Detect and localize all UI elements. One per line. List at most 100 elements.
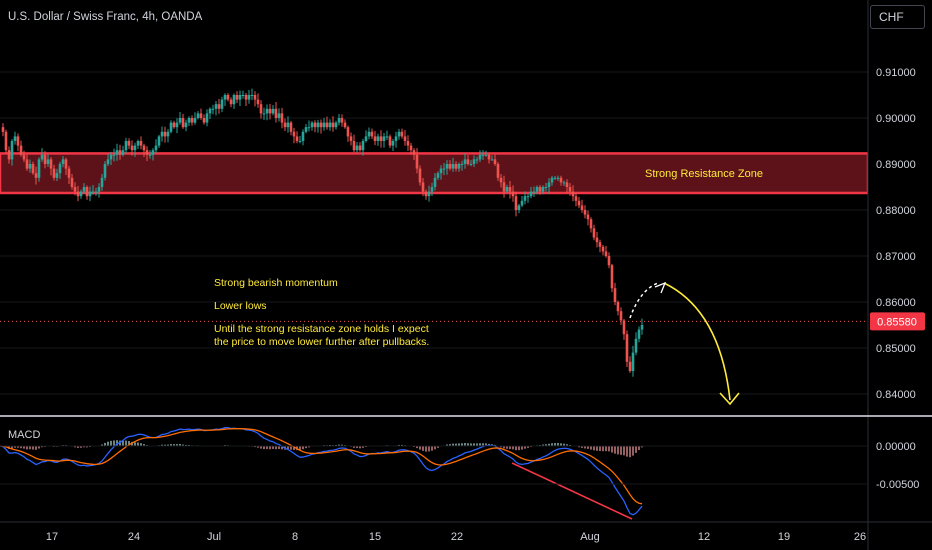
time-tick-label: 24 <box>128 531 140 543</box>
time-tick-label: Jul <box>207 531 221 543</box>
candle-body <box>394 136 398 141</box>
candle-body <box>328 122 332 128</box>
price-tick-label: 0.88000 <box>876 205 916 217</box>
candle-body <box>634 338 638 353</box>
candle-body <box>451 164 455 169</box>
candle-body <box>457 164 461 169</box>
candle-body <box>88 191 92 197</box>
candle-body <box>463 159 467 164</box>
candle-body <box>1 127 5 132</box>
candle-body <box>376 136 380 141</box>
projected-pullback-arrowhead <box>654 281 667 294</box>
time-axis-corner <box>869 524 929 548</box>
macd-title[interactable]: MACD <box>8 429 40 441</box>
candle-body <box>97 187 101 192</box>
price-axis[interactable] <box>868 0 932 415</box>
candle-body <box>421 182 425 192</box>
candle-body <box>40 154 44 160</box>
candle-body <box>619 311 623 321</box>
candle-body <box>589 219 593 229</box>
candle-body <box>373 136 377 141</box>
candle-body <box>70 177 74 187</box>
candle-body <box>460 164 464 165</box>
candle-body <box>580 205 584 210</box>
candle-body <box>253 95 257 100</box>
candle-body <box>508 187 512 192</box>
candle-body <box>160 131 164 137</box>
projected-pullback-arrow <box>629 282 659 319</box>
candle-body <box>346 127 350 137</box>
candle-body <box>136 141 140 146</box>
last-price-badge <box>870 312 925 331</box>
candle-body <box>478 154 482 160</box>
candle-body <box>352 141 356 151</box>
time-axis[interactable]: 17 24 Jul 8 15 22 Aug 12 19 26 <box>46 524 929 548</box>
annotation-expectation-2: the price to move lower further after pu… <box>214 336 429 348</box>
candle-body <box>331 122 335 128</box>
symbol-title[interactable]: U.S. Dollar / Swiss Franc, 4h, OANDA <box>8 11 203 23</box>
candle-body <box>568 187 572 192</box>
candle-body <box>151 150 155 155</box>
candle-body <box>505 187 509 192</box>
candle-body <box>25 159 29 169</box>
candle-body <box>181 118 185 128</box>
candle-body <box>109 154 113 160</box>
candle-body <box>205 113 209 123</box>
price-ticks: 0.91000 0.90000 0.89000 0.88000 0.87000 0.860… <box>876 67 916 401</box>
candle-body <box>616 302 620 312</box>
candles <box>1 88 644 377</box>
time-tick-label: 12 <box>698 531 710 543</box>
candle-body <box>133 145 137 151</box>
candle-body <box>148 154 152 156</box>
candle-body <box>625 334 629 362</box>
candle-body <box>445 164 449 169</box>
candle-body <box>289 122 293 132</box>
candle-body <box>49 159 53 169</box>
candle-body <box>493 159 497 164</box>
candle-body <box>415 154 419 169</box>
candle-body <box>406 141 410 146</box>
price-tick-label: 0.84000 <box>876 389 916 401</box>
candle-body <box>301 131 305 141</box>
candle-body <box>10 141 14 160</box>
candle-body <box>262 113 266 115</box>
currency-button[interactable]: CHF <box>870 5 925 29</box>
candle-body <box>340 118 344 123</box>
candle-body <box>397 131 401 137</box>
candle-body <box>265 108 269 114</box>
candle-body <box>304 127 308 132</box>
candle-body <box>172 122 176 128</box>
candle-body <box>28 164 32 169</box>
candle-body <box>259 104 263 114</box>
candle-body <box>613 288 617 302</box>
time-tick-label: 26 <box>854 531 866 543</box>
candle-body <box>223 95 227 100</box>
candle-body <box>280 113 284 123</box>
candle-body <box>193 118 197 123</box>
candle-body <box>577 200 581 206</box>
candle-body <box>499 177 503 183</box>
resistance-zone-label: Strong Resistance Zone <box>645 168 763 180</box>
candle-body <box>607 256 611 266</box>
candle-body <box>226 95 230 100</box>
candle-body <box>325 122 329 128</box>
candle-body <box>604 251 608 256</box>
annotation-expectation-1: Until the strong resistance zone holds I… <box>214 323 429 335</box>
candle-body <box>358 145 362 151</box>
candle-body <box>34 173 38 178</box>
candle-body <box>559 177 563 183</box>
candle-body <box>574 196 578 201</box>
candle-body <box>211 108 215 110</box>
candle-body <box>190 118 194 123</box>
candle-body <box>514 196 518 210</box>
candle-body <box>58 164 62 174</box>
candle-body <box>454 164 458 169</box>
candle-body <box>388 136 392 146</box>
candle-body <box>547 182 551 187</box>
candle-body <box>286 122 290 128</box>
candle-body <box>163 131 167 137</box>
candle-body <box>52 168 56 178</box>
candle-body <box>442 168 446 170</box>
candle-body <box>307 127 311 129</box>
